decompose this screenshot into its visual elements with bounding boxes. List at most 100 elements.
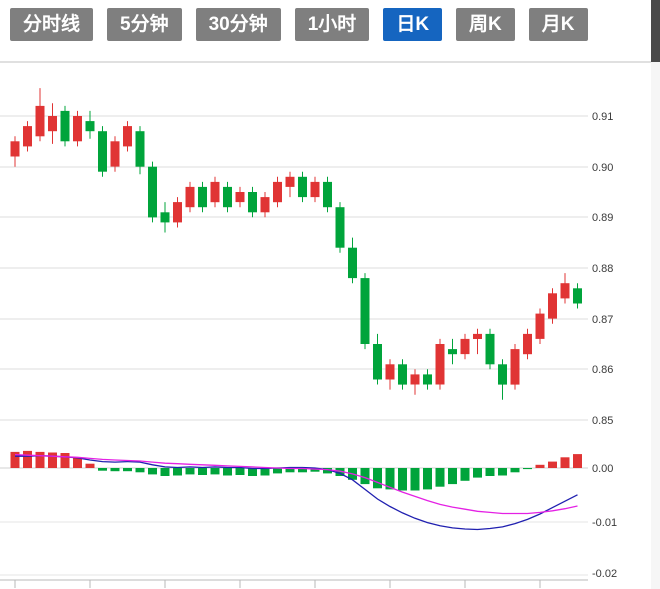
macd-histogram-bar [48, 452, 57, 468]
macd-histogram-bar [10, 451, 20, 468]
tab-30min[interactable]: 30分钟 [195, 8, 281, 41]
macd-histogram-bar [523, 468, 532, 470]
candle[interactable] [560, 273, 570, 304]
tab-weekly-k[interactable]: 周K [456, 8, 515, 41]
candle[interactable] [310, 176, 320, 203]
candle[interactable] [35, 88, 45, 142]
candle[interactable] [48, 103, 57, 144]
candle[interactable] [210, 176, 220, 208]
tab-1hour[interactable]: 1小时 [294, 8, 370, 41]
candle[interactable] [448, 338, 457, 365]
macd-histogram-bar [210, 468, 220, 475]
candle[interactable] [423, 369, 432, 390]
candle[interactable] [535, 308, 545, 345]
price-tick-label: 0.89 [592, 212, 613, 224]
candle[interactable] [110, 136, 120, 172]
macd-histogram-bar [60, 453, 70, 468]
macd-histogram-bar [73, 457, 82, 468]
candle[interactable] [573, 283, 582, 309]
candle[interactable] [385, 359, 395, 390]
candle[interactable] [73, 110, 82, 147]
macd-histogram-bar [285, 468, 295, 473]
candlestick-series[interactable] [10, 88, 583, 400]
candle[interactable] [135, 126, 145, 175]
macd-histogram-bar [423, 468, 432, 490]
candle[interactable] [60, 105, 70, 147]
candle[interactable] [485, 328, 495, 370]
candle[interactable] [160, 202, 170, 233]
macd-histogram-bar [385, 468, 395, 490]
candle[interactable] [298, 171, 307, 203]
candle[interactable] [223, 181, 232, 213]
macd-histogram-bar [260, 468, 270, 476]
candle[interactable] [498, 359, 507, 400]
candle[interactable] [523, 328, 532, 360]
macd-tick-label: -0.02 [592, 568, 617, 580]
candle[interactable] [398, 359, 407, 390]
macd-histogram-bar [185, 468, 195, 475]
candle[interactable] [285, 171, 295, 198]
macd-histogram-bar [498, 468, 507, 476]
price-tick-label: 0.88 [592, 263, 613, 275]
price-tick-label: 0.86 [592, 364, 613, 376]
candle[interactable] [510, 344, 520, 390]
candle[interactable] [260, 192, 270, 218]
macd-histogram-bar [510, 468, 520, 473]
price-tick-label: 0.91 [592, 111, 613, 123]
price-axis-labels: 0.91 0.90 0.89 0.88 0.87 0.86 0.85 [592, 111, 613, 427]
candle[interactable] [148, 161, 157, 223]
candle[interactable] [373, 333, 382, 385]
candle[interactable] [185, 181, 195, 213]
candle[interactable] [85, 110, 95, 139]
macd-histogram-bar [373, 468, 382, 489]
dea-line [14, 453, 578, 515]
macd-histogram-bar [398, 468, 407, 491]
price-tick-label: 0.87 [592, 314, 613, 326]
candle[interactable] [335, 202, 345, 253]
scrollbar-track[interactable] [651, 0, 660, 589]
tab-time-share-line[interactable]: 分时线 [10, 8, 94, 41]
candle[interactable] [248, 186, 257, 218]
candle[interactable] [235, 186, 245, 208]
macd-histogram-bar [148, 468, 157, 475]
candle[interactable] [548, 288, 557, 324]
candle[interactable] [410, 369, 420, 395]
macd-histogram-bar [410, 468, 420, 491]
macd-histogram-bar [435, 468, 445, 487]
macd-histogram-bar [248, 468, 257, 476]
candle[interactable] [198, 181, 207, 213]
tab-monthly-k[interactable]: 月K [528, 8, 588, 41]
candle[interactable] [473, 328, 482, 355]
macd-histogram-bar [173, 468, 182, 476]
candle[interactable] [98, 126, 107, 177]
candle[interactable] [460, 333, 470, 360]
macd-tick-label: 0.00 [592, 463, 613, 475]
macd-indicator-panel [10, 450, 582, 531]
macd-histogram-bar [23, 450, 32, 468]
tab-5min[interactable]: 5分钟 [107, 8, 182, 41]
tab-daily-k[interactable]: 日K [383, 8, 443, 41]
macd-histogram-bar [160, 468, 170, 476]
candle[interactable] [360, 273, 370, 350]
candle[interactable] [23, 121, 32, 152]
candle[interactable] [123, 121, 132, 152]
macd-histogram-bar [35, 451, 45, 468]
scrollbar-thumb[interactable] [651, 0, 660, 62]
macd-histogram-bar [273, 468, 282, 474]
candle[interactable] [435, 338, 445, 390]
macd-histogram-bar [198, 468, 207, 475]
price-tick-label: 0.85 [592, 415, 613, 427]
macd-histogram-bar [535, 464, 545, 468]
candle[interactable] [323, 176, 332, 213]
candle[interactable] [10, 136, 20, 167]
candle[interactable] [348, 237, 357, 284]
candle[interactable] [273, 176, 282, 208]
macd-histogram-bar [110, 468, 120, 472]
macd-histogram-bar [335, 468, 345, 476]
timeframe-toolbar: 分时线 5分钟 30分钟 1小时 日K 周K 月K [10, 8, 588, 41]
candle[interactable] [173, 197, 182, 228]
time-axis [0, 579, 588, 588]
macd-gridlines [0, 467, 588, 576]
